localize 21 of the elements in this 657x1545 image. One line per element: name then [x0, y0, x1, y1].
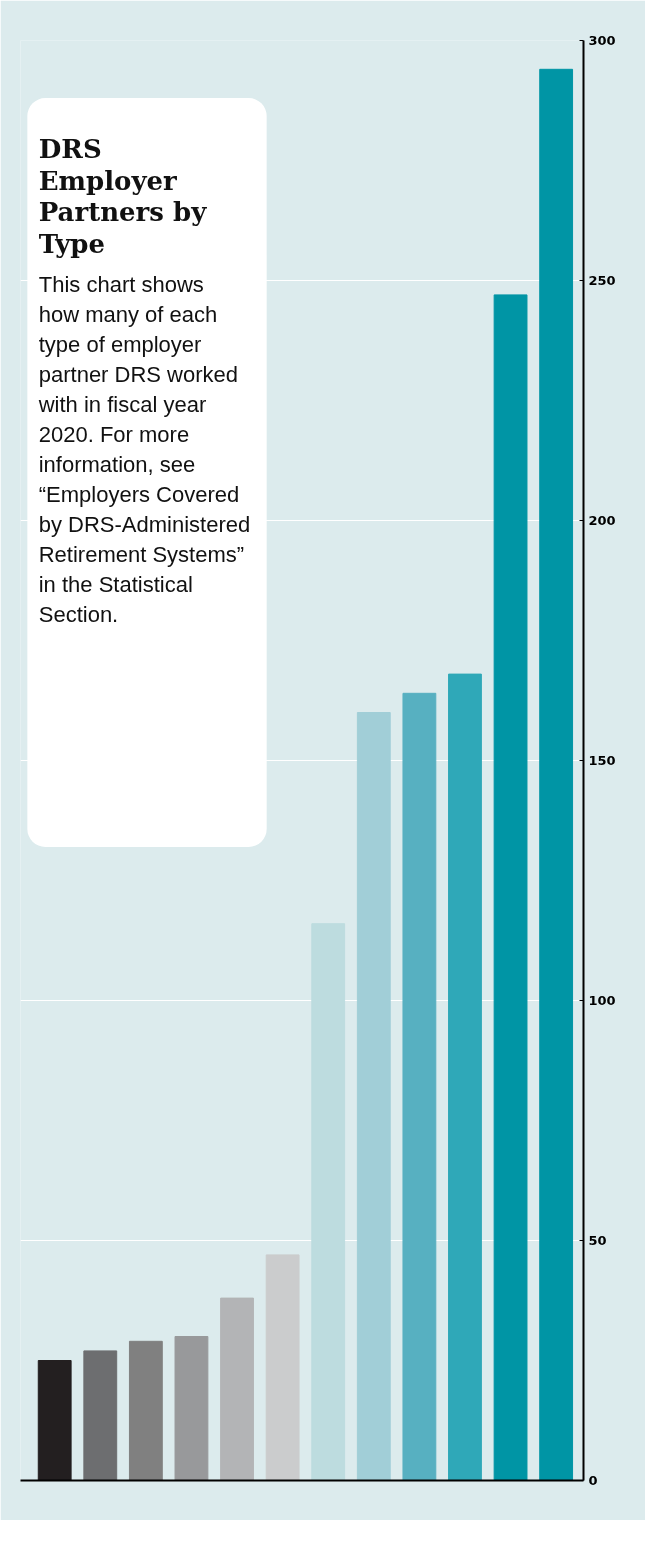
- text: DRS Employer Partners by Type: [38, 134, 208, 259]
- bar: [83, 1350, 118, 1481]
- y-tick-label: 250: [588, 273, 616, 288]
- bar: [539, 68, 574, 1481]
- y-tick-label: 0: [588, 1473, 598, 1488]
- bar: [493, 294, 528, 1481]
- bar: [311, 923, 346, 1481]
- bar: [402, 692, 437, 1481]
- y-tick-label: 100: [588, 993, 616, 1008]
- text: This chart shows how many of each type of employer partner DRS worked with in fiscal year 2020. For more information, see “Employers Covered by DRS-Administered Retirement Systems” in the Statistical Section.: [38, 272, 251, 628]
- bar: [174, 1336, 209, 1481]
- bar: [448, 673, 482, 1481]
- y-tick-label: 200: [588, 513, 616, 528]
- y-tick-label: 300: [588, 33, 616, 48]
- bar: [37, 1360, 72, 1481]
- bar: [128, 1340, 163, 1481]
- bar: [220, 1297, 254, 1481]
- y-tick-label: 150: [588, 753, 616, 768]
- bar: [356, 712, 391, 1481]
- y-tick-label: 50: [588, 1233, 607, 1248]
- bar: [265, 1254, 300, 1481]
